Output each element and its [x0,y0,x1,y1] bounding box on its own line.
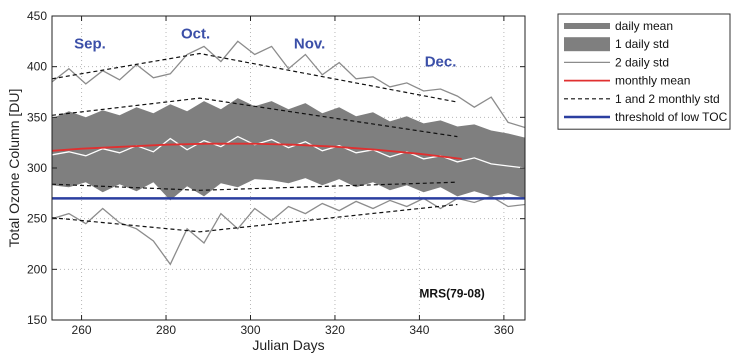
legend-label: daily mean [615,19,673,33]
y-tick-label: 350 [27,110,47,124]
monthly-1std-lower [52,181,458,191]
month-label: Oct. [181,25,210,42]
month-labels: Sep. Oct. Nov. Dec. [74,25,456,70]
y-tick-label: 400 [27,60,47,74]
month-label: Dec. [425,54,457,71]
x-tick-label: 360 [494,323,514,337]
monthly-mean-line [52,142,462,160]
two-std-upper-line [52,40,525,129]
monthly-2std-lower [52,203,458,233]
month-label: Nov. [294,35,325,52]
legend-label: threshold of low TOC [615,110,728,124]
y-tick-label: 300 [27,161,47,175]
y-tick-label: 250 [27,212,47,226]
two-std-lower-line [52,195,525,266]
legend-label: 1 and 2 monthly std [615,92,720,106]
legend-label: monthly mean [615,74,690,88]
y-tick-label: 150 [27,313,47,327]
y-tick-label: 200 [27,262,47,276]
plot-area: 260 280 300 320 340 360 150 200 250 300 350 400 450 [27,9,526,337]
chart-annotation: MRS(79-08) [419,287,484,301]
x-tick-label: 300 [240,323,260,337]
legend: daily mean 1 daily std 2 daily std monthly … [557,13,731,130]
month-label: Sep. [74,35,106,52]
x-tick-label: 260 [72,323,92,337]
legend-swatch [564,37,610,52]
y-axis-title: Total Ozone Column [DU] [6,89,22,248]
x-tick-label: 340 [409,323,429,337]
monthly-2std-upper [52,52,458,103]
monthly-1std-upper [52,97,458,138]
legend-box [557,13,731,130]
series-group [52,40,525,266]
x-tick-label: 280 [156,323,176,337]
x-axis-title: Julian Days [252,337,324,353]
daily-std-band [52,98,525,201]
legend-label: 1 daily std [615,37,669,51]
legend-label: 2 daily std [615,55,669,69]
y-tick-label: 450 [27,9,47,23]
x-tick-label: 320 [325,323,345,337]
